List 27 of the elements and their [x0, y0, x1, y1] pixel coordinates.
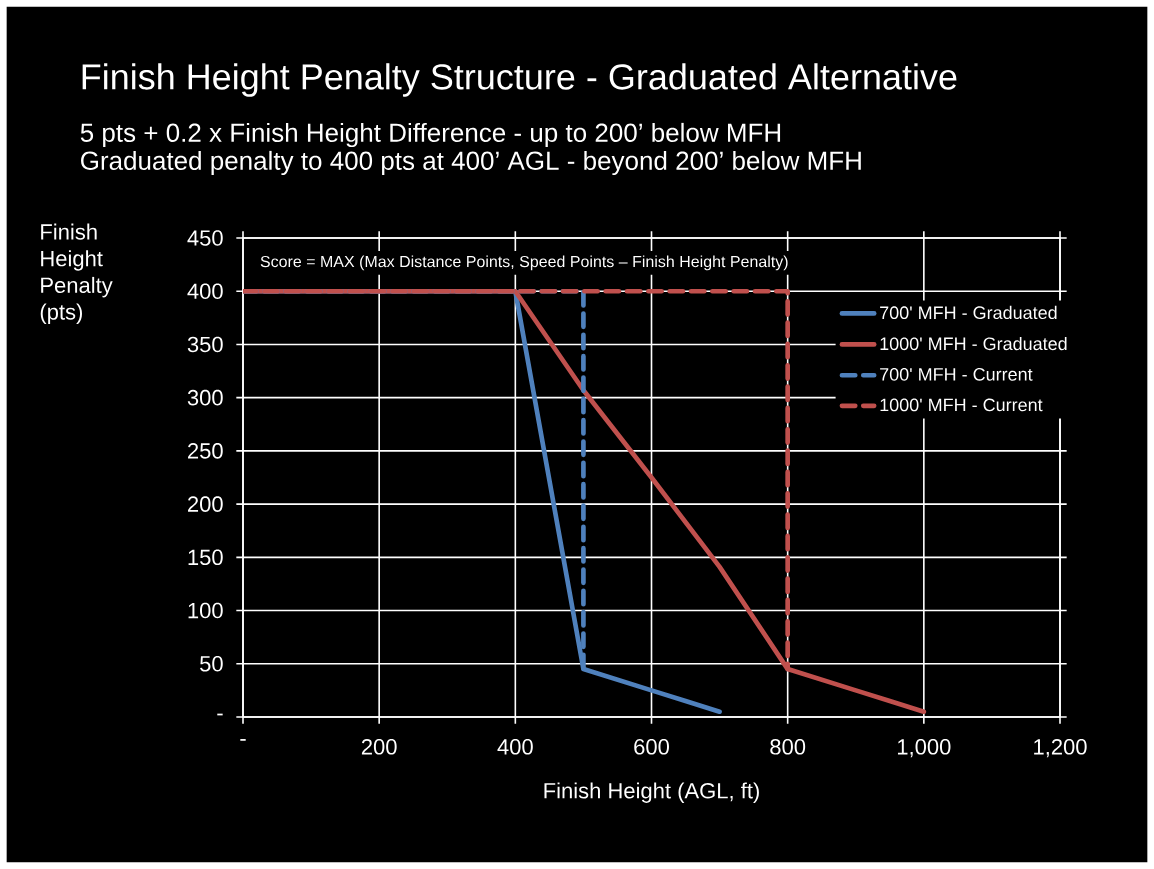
legend-label: 700' MFH - Graduated: [880, 305, 1057, 320]
text: Graduated penalty to 400 pts at 400’ AGL - beyond 200’ below MFH: [81, 150, 861, 176]
x-tick-label: 800: [770, 739, 806, 755]
y-axis-title: Finish Height Penalty (pts): [40, 223, 113, 325]
legend-label: 1000' MFH - Graduated: [880, 336, 1067, 351]
y-tick-label: 50: [200, 655, 223, 672]
y-tick-label: 250: [188, 443, 223, 459]
x-axis-title: Finish Height (AGL, ft): [544, 782, 759, 803]
x-tick-label: 200: [361, 739, 397, 755]
y-tick-label: 450: [187, 230, 223, 246]
y-tick-label: 200: [188, 496, 223, 512]
legend-label: 700' MFH - Current: [880, 367, 1033, 381]
x-tick-label: 400: [497, 739, 533, 755]
x-tick-label: -: [240, 739, 246, 741]
x-tick-label: 1,000: [897, 739, 951, 758]
y-tick-label: 150: [188, 549, 223, 566]
chart-subtitle: 5 pts + 0.2 x Finish Height Difference - up to 200’ below MFH: [80, 122, 781, 148]
x-tick-label: 1,200: [1034, 739, 1087, 758]
y-tick-label: 100: [188, 602, 223, 619]
x-tick-label: 600: [634, 739, 669, 755]
annotation: Score = MAX (Max Distance Points, Speed Points – Finish Height Penalty): [260, 255, 788, 271]
chart-title: Finish Height Penalty Structure - Graduated Alternative: [82, 63, 957, 97]
y-tick-label: 400: [187, 283, 223, 300]
legend-label: 1000' MFH - Current: [880, 398, 1043, 412]
y-tick-label: 350: [187, 336, 223, 353]
y-tick-label: -: [217, 713, 223, 716]
y-tick-label: 300: [187, 389, 223, 406]
